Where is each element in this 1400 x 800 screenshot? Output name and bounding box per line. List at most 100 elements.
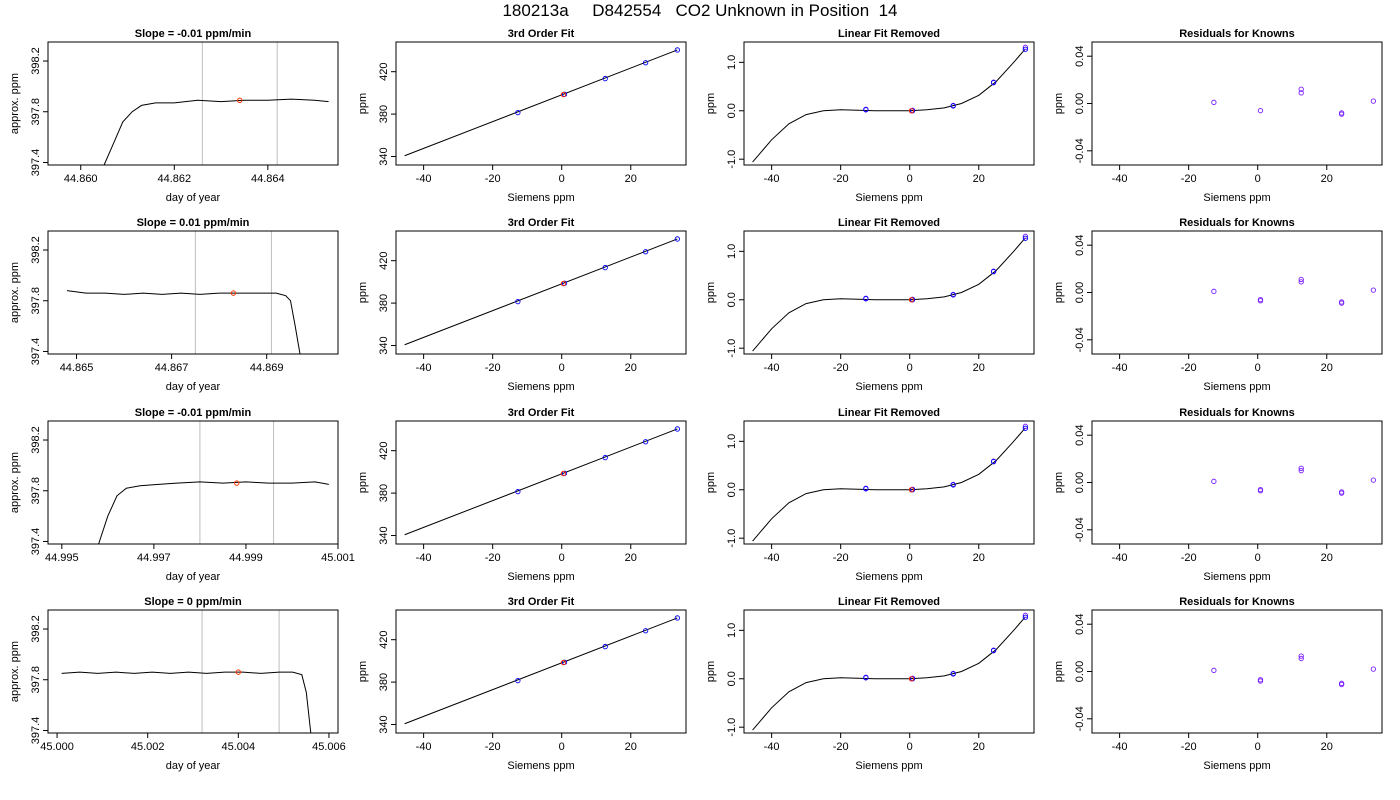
x-tick-label: 45.004 (221, 741, 255, 753)
x-tick-label: 45.001 (321, 552, 355, 564)
data-point (1298, 653, 1304, 659)
data-point (1370, 287, 1377, 293)
plot-area (98, 480, 329, 544)
data-point (1298, 279, 1304, 285)
data-point (1338, 300, 1345, 306)
unknown-marker (560, 659, 567, 666)
x-tick-label: 20 (625, 552, 637, 564)
y-tick-label: 397.8 (30, 287, 42, 315)
x-tick-label: 0 (907, 552, 913, 564)
y-tick-label: 340 (378, 526, 390, 544)
x-tick-label: 0 (1255, 173, 1261, 185)
y-tick-label: 340 (378, 336, 390, 354)
y-tick-label: 0.00 (1074, 282, 1086, 303)
data-point (1370, 477, 1377, 483)
data-point (950, 292, 956, 298)
plot-area (404, 426, 681, 536)
plot-area (752, 423, 1029, 542)
panel-frame (1091, 230, 1383, 355)
data-point (1338, 111, 1345, 117)
panel-frame (47, 609, 339, 734)
x-tick-label: 0 (559, 362, 565, 374)
x-tick-label: 44.860 (64, 173, 98, 185)
chart-panel-6: 3rd Order Fit -40 -20 0 20 340 380 420 Siemens p… (357, 217, 687, 393)
data-point (990, 459, 997, 465)
data-point (674, 47, 681, 53)
data-point (1211, 478, 1217, 484)
data-point-alt (1022, 44, 1029, 50)
x-axis-label: day of year (166, 192, 221, 204)
x-tick-label: -20 (1181, 362, 1197, 374)
x-tick-label: 20 (973, 173, 985, 185)
y-tick-label: -0.04 (1074, 138, 1086, 163)
x-tick-label: -40 (764, 741, 780, 753)
fit-line (404, 617, 678, 725)
data-point (602, 454, 608, 461)
x-tick-label: -40 (1112, 362, 1128, 374)
x-tick-label: -20 (485, 173, 501, 185)
data-point (1298, 90, 1304, 96)
panel-frame (395, 420, 687, 545)
chart-panel-12: Residuals for Knowns -40 -20 0 20 -0.04 0.00 0.… (1053, 407, 1383, 583)
x-axis-label: Siemens ppm (855, 381, 922, 393)
fit-curve (752, 616, 1026, 731)
y-axis-label: ppm (705, 661, 717, 682)
unknown-marker (908, 676, 915, 682)
chart-panel-4: Residuals for Knowns -40 -20 0 20 -0.04 0.00 0.… (1053, 28, 1383, 204)
x-tick-label: -20 (485, 741, 501, 753)
data-point (990, 80, 997, 86)
data-point (1022, 235, 1029, 241)
chart-title: Linear Fit Removed (838, 217, 940, 229)
series-line (66, 290, 301, 354)
x-axis-label: Siemens ppm (1203, 571, 1270, 583)
data-point (515, 298, 521, 305)
x-tick-label: 44.997 (137, 552, 171, 564)
y-tick-label: 1.0 (726, 55, 738, 70)
fit-curve (752, 427, 1026, 542)
data-point (642, 439, 649, 445)
x-tick-label: -40 (416, 552, 432, 564)
y-tick-label: -0.04 (1074, 517, 1086, 542)
data-point (950, 482, 956, 488)
unknown-marker (560, 280, 567, 287)
x-tick-label: 44.995 (45, 552, 79, 564)
chart-title: 3rd Order Fit (508, 28, 575, 40)
y-tick-label: 398.2 (30, 236, 42, 264)
data-point (1257, 298, 1264, 304)
x-axis-label: Siemens ppm (855, 192, 922, 204)
x-tick-label: 0 (559, 741, 565, 753)
chart-title: Residuals for Knowns (1179, 407, 1295, 419)
data-point (515, 677, 521, 684)
x-tick-label: 20 (625, 741, 637, 753)
x-axis-label: Siemens ppm (1203, 192, 1270, 204)
x-tick-label: 20 (1321, 362, 1333, 374)
x-tick-label: -40 (1112, 741, 1128, 753)
x-tick-label: -20 (833, 552, 849, 564)
chart-title: Slope = -0.01 ppm/min (135, 28, 252, 40)
y-axis-label: ppm (705, 93, 717, 114)
x-tick-label: -40 (1112, 552, 1128, 564)
unknown-marker (234, 480, 240, 486)
fit-line (404, 49, 678, 157)
x-tick-label: 44.864 (251, 173, 285, 185)
chart-title: Residuals for Knowns (1179, 596, 1295, 608)
x-tick-label: -20 (833, 173, 849, 185)
y-axis-label: approx. ppm (9, 262, 21, 323)
x-tick-label: 0 (907, 741, 913, 753)
page-title: 180213a D842554 CO2 Unknown in Position … (502, 1, 898, 20)
plot-area (404, 236, 681, 346)
x-tick-label: -20 (833, 362, 849, 374)
y-tick-label: 0.0 (726, 671, 738, 686)
y-tick-label: -1.0 (726, 529, 738, 548)
data-point (1022, 614, 1029, 620)
chart-panel-13: Slope = 0 ppm/min 45.000 45.002 45.004 45.00… (9, 596, 346, 772)
data-point (1211, 288, 1217, 294)
chart-title: 3rd Order Fit (508, 407, 575, 419)
data-point (1298, 655, 1304, 662)
data-point (1338, 490, 1345, 496)
y-tick-label: -1.0 (726, 339, 738, 358)
fit-line (404, 428, 678, 536)
x-tick-label: 0 (559, 173, 565, 185)
y-tick-label: 1.0 (726, 244, 738, 259)
x-tick-label: 20 (625, 173, 637, 185)
